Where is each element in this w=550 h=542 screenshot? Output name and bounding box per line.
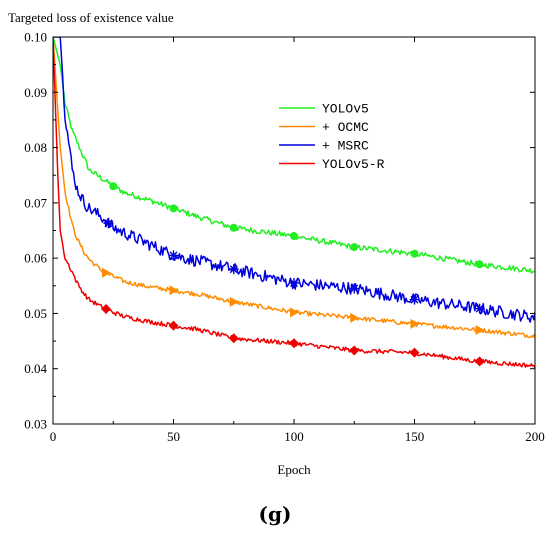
x-axis-title: Epoch xyxy=(277,462,311,477)
y-tick-label-5: 0.08 xyxy=(24,140,47,155)
marker-yolov5-r-5 xyxy=(409,347,420,358)
marker-yolov5-5 xyxy=(410,249,419,258)
marker-yolov5-r-3 xyxy=(289,338,299,349)
x-tick-label-0: 0 xyxy=(50,429,57,444)
marker-msrc-1-ray-3 xyxy=(169,251,178,260)
marker-msrc-3-ray-3 xyxy=(290,279,298,288)
y-tick-label-6: 0.09 xyxy=(24,85,47,100)
y-tick-label-1: 0.04 xyxy=(24,361,47,376)
marker-ocmc-1 xyxy=(169,285,179,296)
marker-yolov5-1 xyxy=(169,204,178,213)
x-tick-label-100: 100 xyxy=(284,429,304,444)
marker-msrc-0 xyxy=(103,218,114,229)
marker-ocmc-5 xyxy=(410,318,420,329)
marker-ocmc-6 xyxy=(475,324,485,335)
marker-yolov5-0 xyxy=(109,182,118,191)
legend: YOLOv5 + OCMC + MSRC YOLOv5-R xyxy=(279,102,385,172)
series-layer xyxy=(53,37,535,369)
marker-yolov5-r-2 xyxy=(228,333,239,344)
marker-yolov5-r-0 xyxy=(101,304,112,315)
legend-label-msrc: + MSRC xyxy=(322,139,369,154)
marker-yolov5-r-1 xyxy=(168,320,179,331)
y-tick-label-2: 0.05 xyxy=(24,306,47,321)
marker-msrc-4 xyxy=(349,283,360,294)
marker-yolov5-r-6 xyxy=(474,356,485,367)
marker-msrc-6 xyxy=(474,303,485,314)
marker-ocmc-4 xyxy=(350,312,360,323)
marker-msrc-2 xyxy=(228,264,239,275)
x-tick-label-150: 150 xyxy=(405,429,425,444)
y-tick-label-0: 0.03 xyxy=(24,417,47,432)
marker-msrc-6-ray-3 xyxy=(475,304,484,313)
figure-caption: (g) xyxy=(259,502,292,526)
series-yolov5-r xyxy=(53,37,535,369)
marker-yolov5-4 xyxy=(350,243,359,252)
series-ocmc xyxy=(53,37,535,339)
plot-background xyxy=(53,37,535,424)
marker-msrc-3 xyxy=(289,278,299,289)
series-yolov5 xyxy=(53,37,535,274)
marker-msrc-2-ray-3 xyxy=(229,265,238,274)
marker-yolov5-2 xyxy=(229,223,238,232)
y-tick-label-7: 0.10 xyxy=(24,30,47,45)
marker-msrc-5-ray-3 xyxy=(410,295,419,304)
marker-msrc-5 xyxy=(409,294,420,305)
marker-ocmc-3 xyxy=(290,307,299,318)
marker-yolov5-3 xyxy=(290,232,298,241)
legend-label-yolov5: YOLOv5 xyxy=(322,102,369,117)
x-tick-label-50: 50 xyxy=(167,429,180,444)
marker-yolov5-r-4 xyxy=(349,345,360,356)
marker-msrc-1 xyxy=(168,250,179,261)
legend-label-yolov5-r: YOLOv5-R xyxy=(322,157,385,172)
marker-yolov5-6 xyxy=(475,260,484,269)
y-tick-label-3: 0.06 xyxy=(24,251,47,266)
marker-msrc-4-ray-3 xyxy=(350,284,359,293)
y-tick-label-4: 0.07 xyxy=(24,195,47,210)
legend-label-ocmc: + OCMC xyxy=(322,120,369,135)
x-tick-label-200: 200 xyxy=(525,429,545,444)
y-axis-title: Targeted loss of existence value xyxy=(8,10,174,25)
axis-layer: 0 50 100 150 200 0.03 0.04 0.05 0.06 0.07 0.08 0.09… xyxy=(24,30,545,445)
series-msrc xyxy=(53,37,535,323)
marker-ocmc-2 xyxy=(229,296,239,307)
marker-msrc-0-ray-3 xyxy=(104,219,113,228)
marker-ocmc-0 xyxy=(102,267,112,278)
